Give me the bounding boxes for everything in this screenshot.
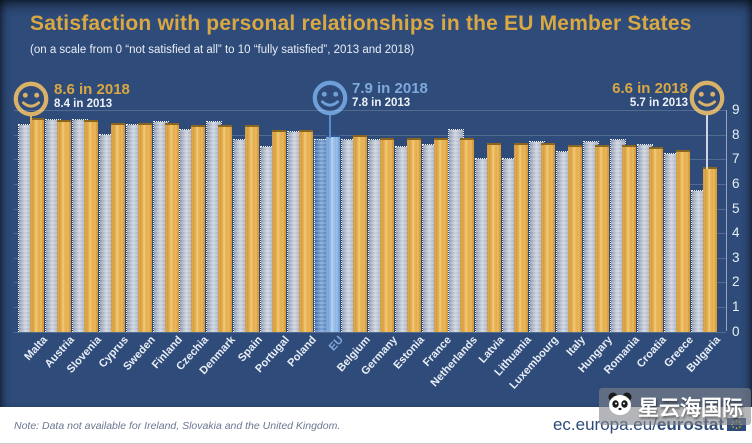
y-axis-tick-0: 0 — [732, 323, 740, 339]
bar-2013-estonia — [394, 146, 411, 332]
bar-2013-spain — [233, 138, 250, 332]
y-axis-tick-6: 6 — [732, 175, 740, 191]
bar-2018-lithuania — [514, 142, 529, 332]
bar-2018-italy — [568, 145, 582, 332]
bar-2013-sweden — [125, 123, 142, 332]
watermark-badge: 星云海国际 — [599, 388, 751, 425]
smiley-face-icon-eu — [311, 79, 349, 117]
bar-2018-germany — [379, 137, 394, 332]
annotation-lowest: 6.6 in 2018 5.7 in 2013 — [538, 81, 688, 110]
leader-line-bulgaria — [706, 115, 708, 169]
bar-2018-latvia — [487, 142, 502, 332]
bar-2018-luxembourg — [541, 142, 556, 332]
y-axis-tick-1: 1 — [732, 298, 740, 314]
smiley-face-icon-low — [688, 79, 726, 117]
annotation-highest-2013: 8.4 in 2013 — [54, 98, 113, 110]
bar-2013-france — [421, 143, 438, 332]
annotation-highest: 8.6 in 2018 8.4 in 2013 — [54, 82, 130, 111]
gridline-9 — [14, 110, 726, 112]
bar-2018-romania — [621, 145, 636, 332]
y-axis-tick-9: 9 — [732, 102, 740, 118]
bar-2018-malta — [30, 117, 44, 332]
bar-2018-portugal — [272, 130, 287, 332]
smiley-face-icon — [12, 80, 50, 118]
bar-2018-czechia — [191, 125, 206, 332]
bar-2018-belgium — [352, 135, 367, 332]
bar-2013-czechia — [179, 128, 196, 332]
bar-2013-italy — [556, 150, 572, 332]
bar-2018-sweden — [137, 122, 152, 332]
bar-2013-netherlands — [448, 128, 465, 332]
annotation-eu: 7.9 in 2018 7.8 in 2013 — [352, 81, 428, 110]
y-axis-tick-2: 2 — [732, 274, 740, 290]
annotation-lowest-2013: 5.7 in 2013 — [629, 97, 688, 109]
leader-line-eu — [329, 115, 331, 138]
bar-2018-denmark — [218, 125, 233, 332]
bar-2018-spain — [245, 125, 260, 332]
panda-icon — [607, 392, 633, 422]
leader-line-malta — [30, 116, 32, 122]
watermark-text: 星云海国际 — [638, 396, 743, 420]
annotation-eu-2018: 7.9 in 2018 — [352, 80, 428, 97]
bar-2018-slovenia — [83, 120, 98, 332]
y-axis-line — [726, 110, 727, 332]
annotation-eu-2013: 7.8 in 2013 — [352, 97, 411, 109]
bar-2018-austria — [56, 120, 71, 332]
y-axis-tick-7: 7 — [732, 151, 740, 167]
bar-2018-croatia — [648, 147, 663, 332]
bar-2013-romania — [609, 138, 626, 332]
bar-2018-netherlands — [460, 137, 475, 332]
y-axis-tick-3: 3 — [732, 249, 740, 265]
bar-2018-estonia — [406, 137, 421, 332]
bar-2018-finland — [164, 122, 179, 332]
y-axis-tick-4: 4 — [732, 225, 740, 241]
bar-2013-denmark — [206, 121, 223, 332]
bar-2018-hungary — [594, 145, 609, 332]
y-axis-tick-5: 5 — [732, 200, 740, 216]
annotation-lowest-2018: 6.6 in 2018 — [612, 80, 688, 97]
bar-2018-cyprus — [110, 122, 125, 332]
bar-2018-poland — [299, 130, 313, 332]
bar-2018-greece — [675, 149, 690, 332]
gridline-8 — [14, 134, 726, 136]
gridline-0 — [14, 331, 726, 333]
bar-2013-portugal — [260, 146, 277, 332]
footnote: Note: Data not available for Ireland, Sl… — [14, 420, 341, 432]
bar-2018-eu — [325, 135, 340, 332]
bar-2013-hungary — [582, 141, 599, 332]
y-axis-tick-8: 8 — [732, 126, 740, 142]
bar-2018-france — [433, 137, 448, 332]
bar-2013-cyprus — [98, 133, 115, 332]
annotation-highest-2018: 8.6 in 2018 — [54, 81, 130, 98]
bar-2018-bulgaria — [702, 167, 717, 332]
page-subtitle: (on a scale from 0 “not satisfied at all… — [30, 44, 415, 56]
page-title: Satisfaction with personal relationships… — [30, 12, 692, 35]
